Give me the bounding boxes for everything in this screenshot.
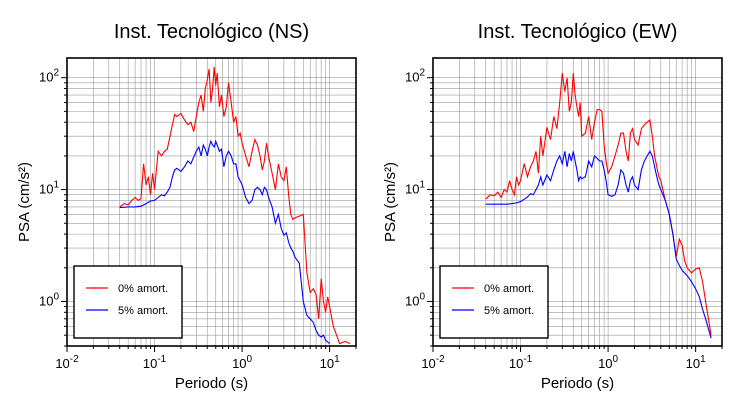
y-tick-label: 102 bbox=[405, 68, 425, 85]
legend-box bbox=[73, 265, 183, 339]
series-line-damped bbox=[485, 150, 712, 339]
y-axis-label: PSA (cm/s²) bbox=[382, 162, 399, 242]
x-axis-label: Periodo (s) bbox=[175, 375, 248, 392]
legend-label: 0% amort. bbox=[484, 283, 534, 295]
series-line-undamped bbox=[485, 73, 712, 336]
x-tick-label: 101 bbox=[320, 354, 340, 371]
series-line-undamped bbox=[119, 66, 351, 345]
x-tick-label: 100 bbox=[232, 354, 252, 371]
legend-box bbox=[439, 265, 549, 339]
grid bbox=[67, 58, 356, 346]
legend-label: 5% amort. bbox=[118, 305, 168, 317]
series-line-damped bbox=[119, 139, 330, 345]
plot-frame bbox=[432, 57, 723, 347]
y-tick-label: 101 bbox=[39, 180, 59, 197]
y-axis-label: PSA (cm/s²) bbox=[16, 162, 33, 242]
plot-frame bbox=[66, 57, 357, 347]
chart-title: Inst. Tecnológico (NS) bbox=[114, 21, 309, 43]
legend: 0% amort. 5% amort. bbox=[439, 265, 549, 339]
legend: 0% amort. 5% amort. bbox=[73, 265, 183, 339]
y-tick-label: 100 bbox=[405, 291, 425, 308]
x-tick-label: 101 bbox=[686, 354, 706, 371]
x-tick-label: 10-2 bbox=[421, 354, 445, 371]
legend-label: 0% amort. bbox=[118, 283, 168, 295]
x-tick-label: 10-1 bbox=[143, 354, 167, 371]
y-tick-label: 102 bbox=[39, 68, 59, 85]
chart-1: 10-2 10-1 100 101 100 101 102 Inst. Tecnológico… bbox=[16, 21, 357, 392]
y-tick-label: 101 bbox=[405, 180, 425, 197]
chart-2: 10-2 10-1 100 101 100 101 102 Inst. Tecnológico… bbox=[382, 21, 723, 392]
x-axis-label: Periodo (s) bbox=[541, 375, 614, 392]
chart-title: Inst. Tecnológico (EW) bbox=[478, 21, 678, 43]
x-tick-label: 100 bbox=[598, 354, 618, 371]
x-tick-label: 10-1 bbox=[509, 354, 533, 371]
y-tick-label: 100 bbox=[39, 291, 59, 308]
x-tick-label: 10-2 bbox=[55, 354, 79, 371]
legend-label: 5% amort. bbox=[484, 305, 534, 317]
